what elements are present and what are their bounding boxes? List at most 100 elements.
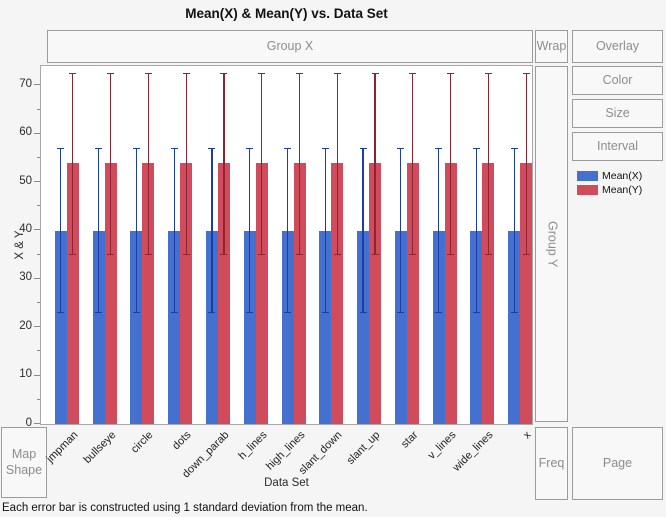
error-bar-cap (170, 147, 178, 149)
error-bar (449, 73, 452, 255)
bar-mean-x-[interactable] (357, 230, 370, 424)
y-tick-label: 60 (19, 126, 32, 139)
error-bar-cap (144, 254, 152, 256)
error-bar (362, 148, 364, 313)
error-bar-cap (258, 254, 266, 256)
error-bar (324, 148, 326, 313)
y-minor-tick (37, 156, 40, 158)
bar-mean-y-[interactable] (293, 162, 306, 424)
drop-zone-color-label: Color (602, 72, 633, 87)
drop-zone-freq-label: Freq (538, 455, 565, 470)
y-minor-tick (37, 253, 40, 255)
drop-zone-size-label: Size (605, 105, 630, 120)
error-bar-cap (284, 312, 291, 314)
y-major-tick (34, 423, 40, 424)
x-category-label: x (521, 429, 534, 442)
bar-mean-y-[interactable] (482, 162, 495, 424)
drop-zone-freq[interactable]: Freq (535, 427, 568, 500)
bar-mean-y-[interactable] (406, 162, 419, 424)
y-tick-label: 0 (25, 416, 32, 429)
legend-label: Mean(Y) (602, 183, 643, 196)
error-bar-cap (510, 147, 518, 149)
y-major-tick (34, 277, 40, 279)
error-bar-cap (484, 254, 492, 256)
y-tick-label: 10 (19, 368, 32, 381)
error-bar-cap (57, 312, 65, 314)
y-tick-label: 40 (19, 222, 32, 235)
bar-mean-y-[interactable] (331, 162, 344, 424)
error-bar-cap (472, 312, 480, 314)
error-bar (374, 73, 376, 255)
bar-mean-x-[interactable] (130, 230, 143, 424)
bar-mean-y-[interactable] (255, 162, 268, 424)
y-major-tick (34, 326, 40, 328)
legend: Mean(X) Mean(Y) (577, 169, 642, 197)
bar-mean-x-[interactable] (319, 230, 332, 424)
bar-mean-x-[interactable] (92, 230, 105, 424)
error-bar (98, 148, 100, 313)
drop-zone-wrap[interactable]: Wrap (535, 30, 568, 63)
bar-mean-x-[interactable] (243, 230, 256, 424)
bar-mean-y-[interactable] (444, 162, 457, 424)
y-major-tick (34, 181, 40, 183)
drop-zone-page[interactable]: Page (572, 427, 663, 500)
drop-zone-group-y-label: Group Y (545, 220, 560, 268)
bar-mean-x-[interactable] (470, 230, 483, 424)
error-bar (211, 148, 213, 313)
y-axis-label: X & Y (14, 230, 26, 260)
drop-zone-overlay[interactable]: Overlay (572, 30, 663, 63)
bar-mean-x-[interactable] (205, 230, 218, 424)
error-bar-cap (510, 312, 518, 314)
error-bar (412, 73, 414, 255)
error-bar-cap (132, 147, 140, 149)
error-bar-cap (447, 72, 455, 74)
drop-zone-size[interactable]: Size (572, 99, 663, 128)
bar-mean-y-[interactable] (369, 162, 382, 424)
legend-item[interactable]: Mean(X) (577, 169, 642, 182)
y-tick-label: 20 (19, 319, 32, 332)
bar-mean-x-[interactable] (281, 230, 294, 424)
drop-zone-group-x-label: Group X (266, 38, 314, 53)
bar-mean-x-[interactable] (394, 230, 407, 424)
drop-zone-interval-label: Interval (597, 138, 638, 153)
bar-mean-y-[interactable] (520, 162, 533, 424)
y-tick-label: 50 (19, 174, 32, 187)
drop-zone-page-label: Page (602, 455, 633, 470)
error-bar-cap (472, 147, 480, 149)
error-bar-cap (333, 254, 341, 256)
error-bar-cap (371, 254, 379, 256)
bar-mean-y-[interactable] (217, 162, 230, 424)
drop-zone-map-shape[interactable]: Map Shape (1, 427, 47, 498)
error-bar-cap (371, 72, 379, 74)
error-bar (261, 73, 263, 255)
bar-mean-x-[interactable] (508, 230, 521, 424)
drop-zone-wrap-label: Wrap (536, 38, 567, 53)
bar-mean-y-[interactable] (142, 162, 155, 424)
drop-zone-group-x[interactable]: Group X (47, 30, 533, 63)
error-bar (135, 148, 137, 313)
error-bar-cap (359, 147, 367, 149)
y-minor-tick (37, 350, 40, 352)
bar-mean-y-[interactable] (66, 162, 79, 424)
bar-mean-x-[interactable] (432, 230, 445, 424)
bar-mean-x-[interactable] (54, 230, 67, 424)
drop-zone-interval[interactable]: Interval (572, 132, 663, 161)
plot-area[interactable] (40, 65, 533, 425)
error-bar-cap (484, 72, 492, 74)
error-bar-cap (409, 72, 417, 74)
drop-zone-color[interactable]: Color (572, 66, 663, 95)
bar-mean-y-[interactable] (104, 162, 117, 424)
bar-mean-x-[interactable] (168, 230, 181, 424)
error-bar-cap (208, 147, 216, 149)
error-bar (437, 148, 440, 313)
bar-mean-y-[interactable] (180, 162, 193, 424)
legend-item[interactable]: Mean(Y) (577, 183, 642, 196)
y-major-tick (34, 229, 40, 231)
y-minor-tick (37, 108, 40, 110)
drop-zone-group-y[interactable]: Group Y (535, 66, 568, 422)
error-bar-cap (220, 254, 228, 256)
error-bar (110, 73, 112, 255)
error-bar-cap (321, 147, 329, 149)
error-bar-footnote: Each error bar is constructed using 1 st… (2, 502, 368, 514)
